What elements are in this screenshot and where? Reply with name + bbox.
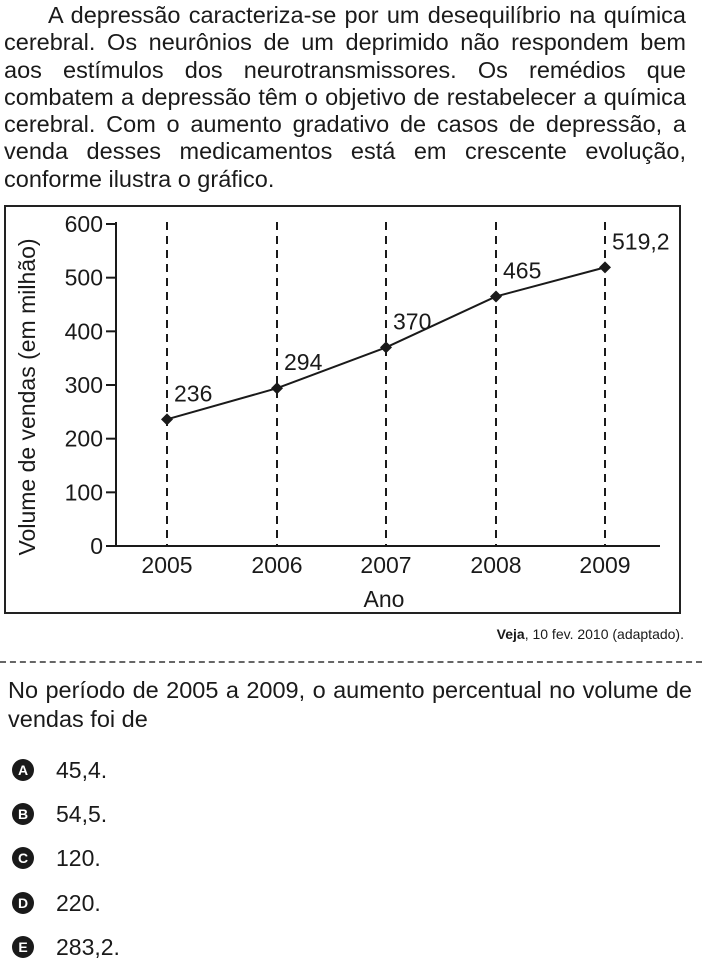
y-tick-label: 300 <box>65 372 103 398</box>
option-b[interactable]: B 54,5. <box>12 799 107 829</box>
option-e[interactable]: E 283,2. <box>12 932 120 962</box>
y-tick-label: 100 <box>65 479 103 505</box>
option-e-text: 283,2. <box>56 933 120 960</box>
data-label: 465 <box>503 257 541 283</box>
option-e-letter-badge: E <box>12 936 34 958</box>
data-label: 519,2 <box>612 228 670 254</box>
sales-line-chart: 0 100 200 300 400 500 600 2005 2006 2007 2008 2009 2… <box>14 211 670 612</box>
source-title: Veja <box>496 626 525 642</box>
option-c[interactable]: C 120. <box>12 843 101 873</box>
y-tick-label: 200 <box>65 426 103 452</box>
y-tick-label: 0 <box>90 533 103 559</box>
option-d-text: 220. <box>56 889 101 916</box>
data-point-marker <box>161 413 173 426</box>
y-tick-label: 600 <box>65 211 103 237</box>
data-label: 370 <box>393 308 431 334</box>
data-point-marker <box>380 341 392 354</box>
x-tick-label: 2008 <box>470 552 521 578</box>
x-tick-label: 2007 <box>360 552 411 578</box>
data-point-marker <box>490 290 502 303</box>
chart-frame: 0 100 200 300 400 500 600 2005 2006 2007 2008 2009 2… <box>4 205 681 614</box>
source-details: , 10 fev. 2010 (adaptado). <box>524 626 684 642</box>
data-point-marker <box>599 261 611 274</box>
data-label: 294 <box>284 349 323 375</box>
option-d[interactable]: D 220. <box>12 888 101 918</box>
data-label: 236 <box>174 380 212 406</box>
x-tick-label: 2006 <box>251 552 302 578</box>
option-a[interactable]: A 45,4. <box>12 755 107 785</box>
x-tick-label: 2005 <box>141 552 192 578</box>
option-a-text: 45,4. <box>56 756 108 783</box>
y-tick-label: 400 <box>65 318 103 344</box>
option-a-letter-badge: A <box>12 759 34 781</box>
y-axis-title: Volume de vendas (em milhão) <box>14 238 40 555</box>
source-citation: Veja, 10 fev. 2010 (adaptado). <box>497 626 684 642</box>
option-c-text: 120. <box>56 844 101 871</box>
option-d-letter-badge: D <box>12 892 34 914</box>
y-tick-label: 500 <box>65 265 103 291</box>
question-text: No período de 2005 a 2009, o aumento per… <box>8 677 692 732</box>
dashed-divider <box>0 661 702 663</box>
option-c-letter-badge: C <box>12 847 34 869</box>
option-b-text: 54,5. <box>56 800 108 827</box>
x-tick-label: 2009 <box>579 552 630 578</box>
option-b-letter-badge: B <box>12 803 34 825</box>
x-axis-title: Ano <box>364 586 405 612</box>
intro-paragraph: A depressão caracteriza-se por um desequ… <box>4 2 686 192</box>
data-point-marker <box>271 382 283 395</box>
